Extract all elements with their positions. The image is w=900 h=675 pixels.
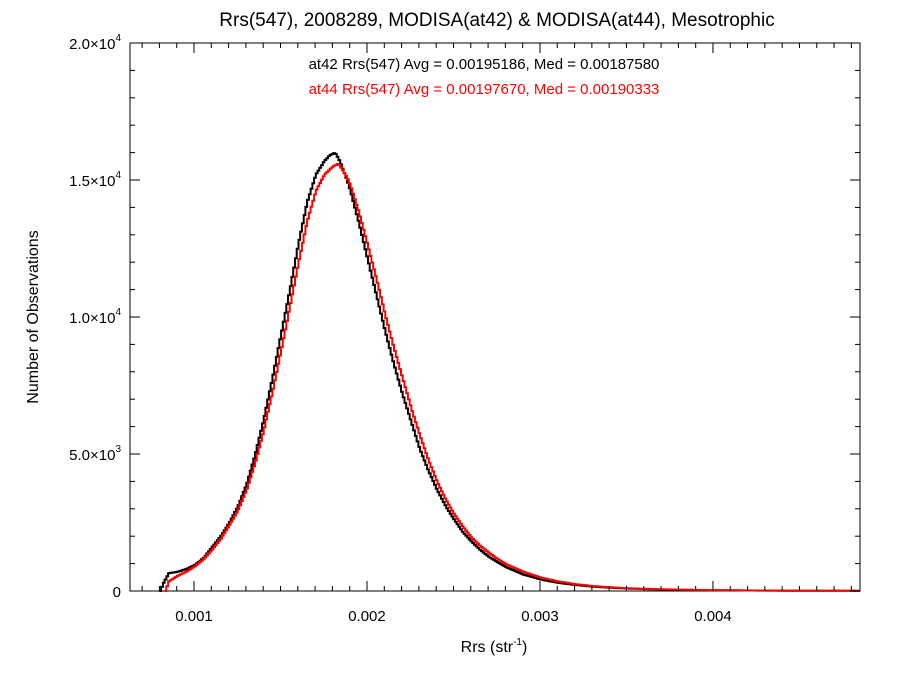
x-tick-label: 0.004 <box>694 608 732 625</box>
x-axis-label: Rrs (str-1) <box>461 637 528 656</box>
x-tick-label: 0.003 <box>521 608 559 625</box>
y-tick-label: 1.0×104 <box>69 307 121 327</box>
series-layer <box>159 152 860 592</box>
stats-annotation: at44 Rrs(547) Avg = 0.00197670, Med = 0.… <box>309 81 660 98</box>
tick-layer: 0.001 0.002 0.003 0.004 0 5.0×103 1.0×104 1.5×1… <box>69 33 860 625</box>
x-axis-label-exponent: -1 <box>513 637 522 648</box>
y-axis-label: Number of Observations <box>25 230 42 403</box>
y-tick-label: 0 <box>113 584 121 601</box>
chart-title: Rrs(547), 2008289, MODISA(at42) & MODISA… <box>219 10 774 31</box>
x-axis-label-text: Rrs (str <box>461 639 514 656</box>
series-line-at44 <box>164 163 860 592</box>
stats-annotation: at42 Rrs(547) Avg = 0.00195186, Med = 0.… <box>309 56 660 73</box>
annotation-layer: at42 Rrs(547) Avg = 0.00195186, Med = 0.… <box>309 56 660 98</box>
y-tick-label: 1.5×104 <box>69 170 121 190</box>
x-tick-label: 0.002 <box>348 608 386 625</box>
series-line-at42 <box>159 152 860 592</box>
x-axis-label-close: ) <box>522 639 527 656</box>
y-tick-label: 2.0×104 <box>69 33 121 53</box>
y-tick-label: 5.0×103 <box>69 444 121 464</box>
x-tick-label: 0.001 <box>175 608 213 625</box>
